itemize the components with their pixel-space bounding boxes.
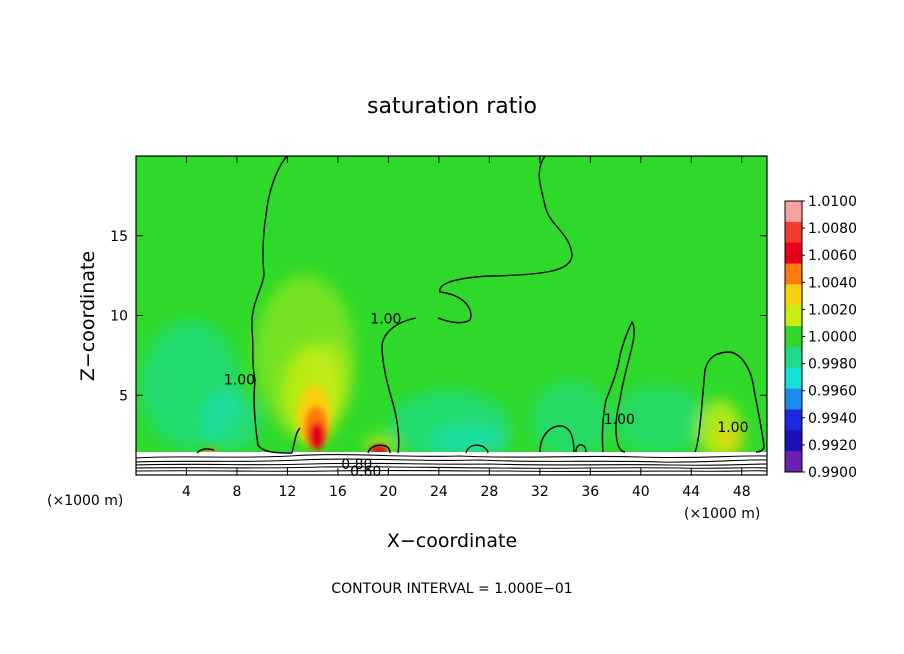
x-axis: 4 8 12 16 20 24 28 32 36 40 44 48 [182, 156, 751, 500]
colorbar-swatch [785, 263, 802, 285]
colorbar-swatch [785, 326, 802, 348]
contour-label: 1.00 [604, 412, 635, 428]
colorbar-label: 0.9900 [808, 465, 857, 481]
colorbar-label: 1.0100 [808, 194, 857, 210]
x-tick-label: 36 [581, 484, 599, 500]
x-tick-label: 16 [329, 484, 347, 500]
x-tick-label: 8 [232, 484, 241, 500]
y-tick-label: 10 [110, 309, 128, 325]
x-tick-label: 44 [682, 484, 700, 500]
contour-label: 1.00 [370, 312, 401, 328]
y-axis: 5 10 15 [110, 229, 767, 404]
x-tick-label: 28 [480, 484, 498, 500]
x-tick-label: 20 [379, 484, 397, 500]
colorbar-swatch [785, 242, 802, 265]
maxima-shading [202, 385, 388, 455]
colorbar-label: 0.9940 [808, 411, 857, 427]
colorbar-label: 0.9920 [808, 438, 857, 454]
colorbar-swatch [785, 221, 802, 244]
contour-label: 1.00 [717, 420, 748, 436]
y-tick-label: 5 [119, 388, 128, 404]
colorbar-swatch [785, 284, 802, 306]
colorbar-label: 1.0060 [808, 248, 857, 264]
contour-label: 0.60 [350, 464, 381, 480]
colorbar-swatch [785, 367, 802, 390]
surface-layer [136, 452, 767, 475]
colorbar-swatch [785, 451, 802, 473]
y-axis-label: Z−coordinate [77, 251, 99, 381]
contour-label: 0.80 [341, 457, 372, 473]
x-tick-label: 32 [531, 484, 549, 500]
x-tick-label: 12 [279, 484, 297, 500]
y-tick-label: 15 [110, 229, 128, 245]
x-unit-left: (×1000 m) [47, 493, 123, 509]
x-tick-label: 4 [182, 484, 191, 500]
x-tick-label: 48 [733, 484, 751, 500]
x-tick-label: 40 [632, 484, 650, 500]
colorbar-swatch [785, 430, 802, 452]
colorbar-label: 1.0080 [808, 221, 857, 237]
plot-area [136, 156, 767, 475]
x-axis-label: X−coordinate [387, 530, 517, 552]
colorbar-swatch [785, 305, 802, 327]
colorbar-label: 1.0000 [808, 330, 857, 346]
chart-title: saturation ratio [367, 94, 537, 119]
contour-labels: 1.00 1.00 1.00 1.00 0.800.60 [224, 312, 749, 480]
x-tick-label: 24 [430, 484, 448, 500]
colorbar-label: 0.9980 [808, 357, 857, 373]
colorbar-label: 0.9960 [808, 384, 857, 400]
colorbar-swatch [785, 388, 802, 410]
colorbar-label: 1.0020 [808, 302, 857, 318]
colorbar-swatch [785, 346, 802, 369]
colorbar-swatch [785, 201, 802, 223]
x-unit-right: (×1000 m) [684, 506, 760, 522]
colorbar-swatch [785, 409, 802, 431]
contour-interval-note: CONTOUR INTERVAL = 1.000E−01 [331, 581, 572, 597]
contour-label: 1.00 [224, 372, 255, 388]
colorbar: 1.0100 1.0080 1.0060 1.0040 1.0020 1.0000 0.99… [784, 194, 857, 481]
colorbar-label: 1.0040 [808, 275, 857, 291]
contour-lines [196, 156, 765, 454]
